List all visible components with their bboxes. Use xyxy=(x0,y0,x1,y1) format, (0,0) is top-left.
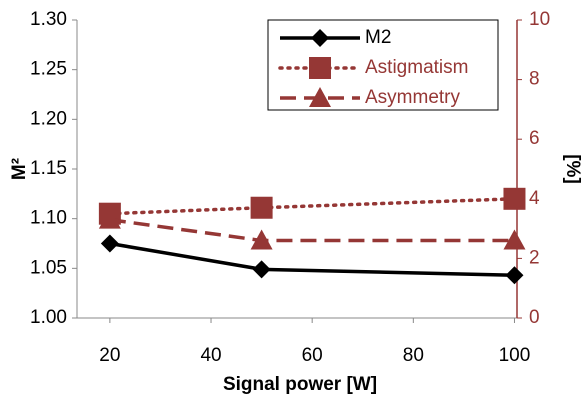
x-tick-label: 20 xyxy=(99,345,120,366)
y2-tick-label: 4 xyxy=(529,188,540,209)
y-tick-label: 1.30 xyxy=(30,9,67,30)
y-tick-label: 1.15 xyxy=(30,158,67,179)
y2-tick-label: 8 xyxy=(529,69,540,90)
marker-square xyxy=(309,57,331,79)
marker-triangle xyxy=(250,229,273,250)
marker-diamond xyxy=(505,266,524,285)
x-tick-label: 40 xyxy=(200,345,221,366)
x-axis-label: Signal power [W] xyxy=(223,374,377,395)
series-line xyxy=(109,217,515,243)
y-tick-label: 1.20 xyxy=(30,108,67,129)
x-tick-label: 80 xyxy=(403,345,424,366)
series-line xyxy=(108,197,517,216)
marker-square xyxy=(250,196,273,219)
marker-triangle xyxy=(503,229,526,250)
y2-tick-label: 10 xyxy=(529,9,550,30)
y2-tick-label: 0 xyxy=(529,307,540,328)
y-tick-label: 1.10 xyxy=(30,208,67,229)
y2-tick-label: 2 xyxy=(529,247,540,268)
marker-triangle xyxy=(309,87,331,107)
marker-diamond xyxy=(100,234,119,253)
legend-label: Asymmetry xyxy=(365,87,461,108)
marker-diamond xyxy=(311,29,329,47)
legend-label: Astigmatism xyxy=(365,57,468,78)
y-tick-label: 1.05 xyxy=(30,257,67,278)
legend-label: M2 xyxy=(365,27,391,48)
y-tick-label: 1.00 xyxy=(30,307,67,328)
series-line xyxy=(109,241,515,278)
marker-triangle xyxy=(98,208,121,229)
x-tick-label: 60 xyxy=(302,345,323,366)
y2-axis-label: [%] xyxy=(562,154,583,184)
marker-diamond xyxy=(252,260,271,279)
y-tick-label: 1.25 xyxy=(30,59,67,80)
y-axis-label: M² xyxy=(9,158,30,180)
legend-box xyxy=(267,19,499,111)
y2-tick-label: 6 xyxy=(529,128,540,149)
x-tick-label: 100 xyxy=(499,345,531,366)
marker-square xyxy=(503,187,526,210)
